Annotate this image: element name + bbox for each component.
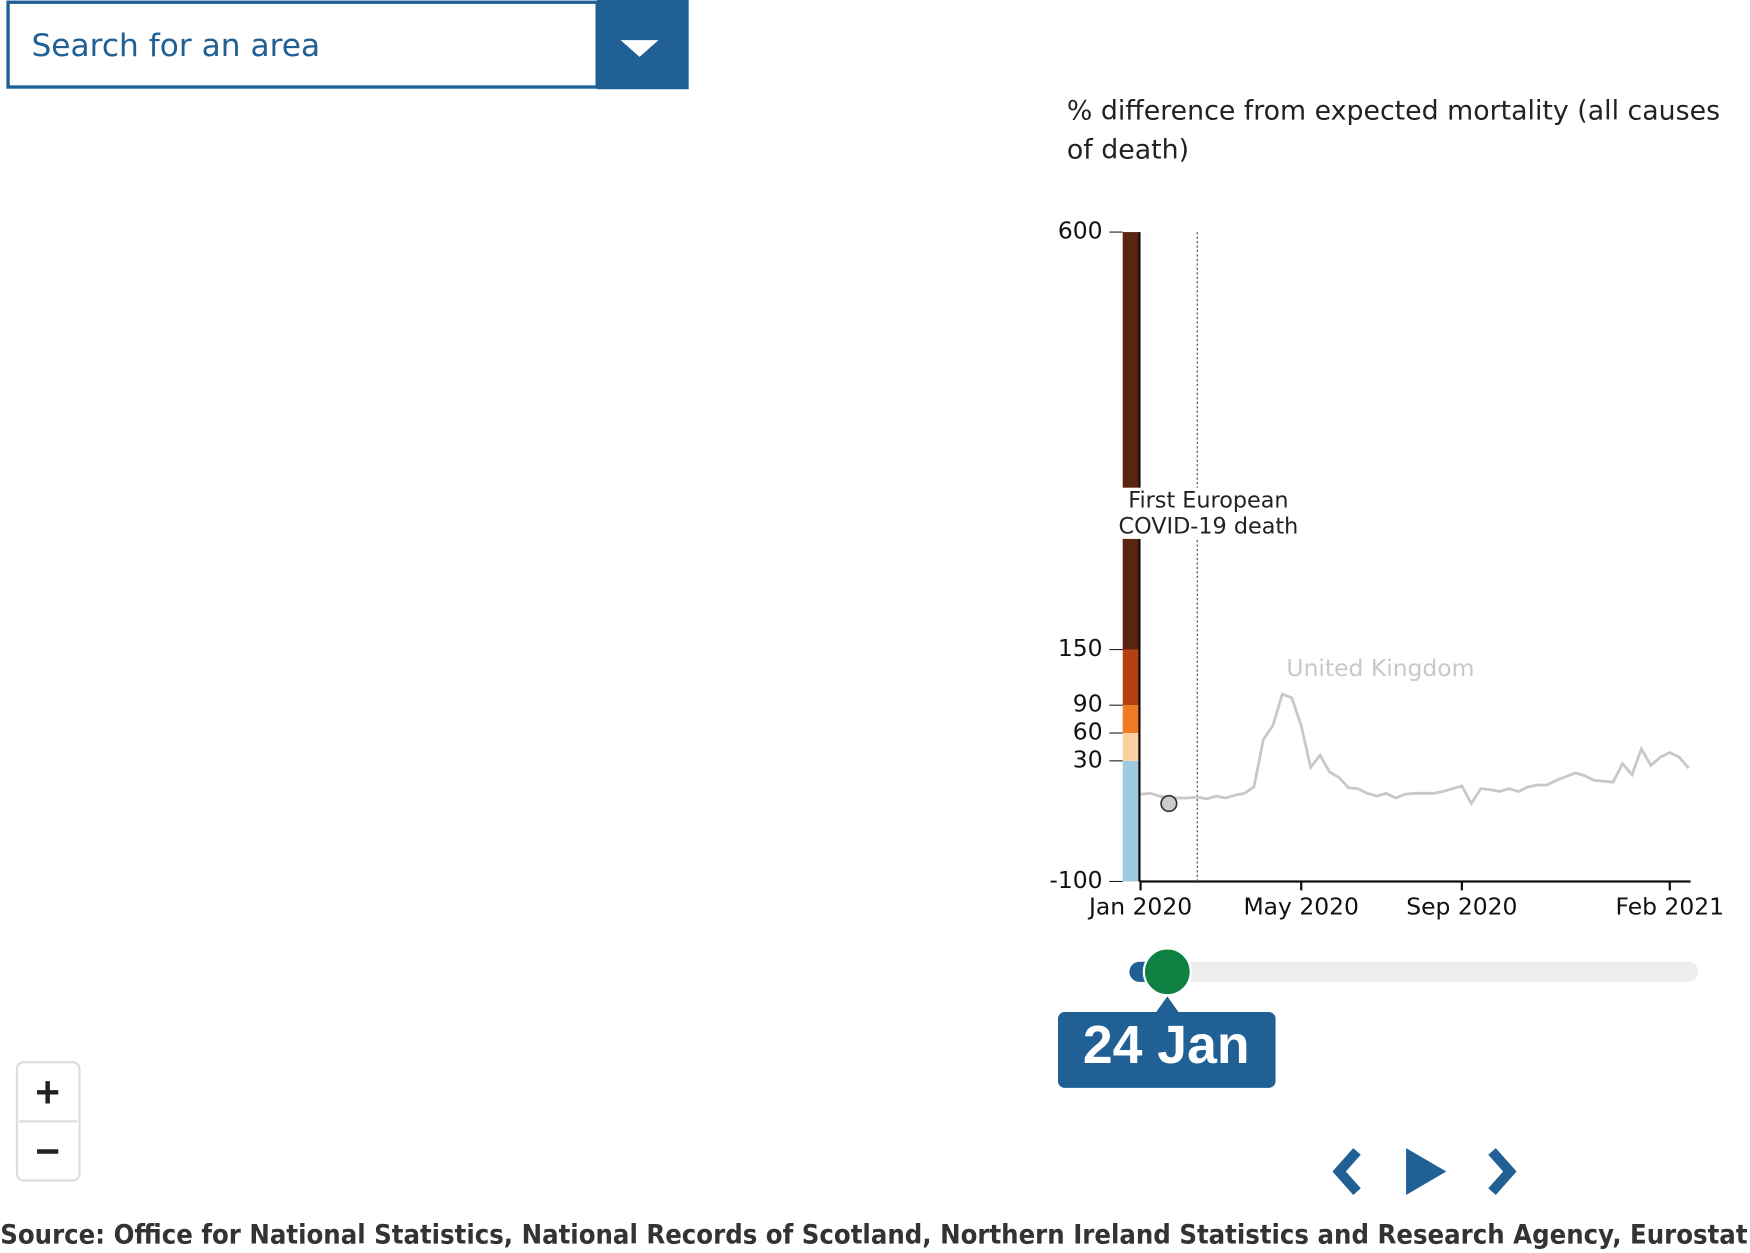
x-tick-label: Feb 2021	[1616, 893, 1725, 921]
chart-title: % difference from expected mortality (al…	[1066, 94, 1721, 166]
slider-track[interactable]	[1129, 961, 1699, 982]
y-tick-label: 90	[1073, 690, 1103, 718]
annotation-box: First European COVID-19 death	[1107, 487, 1309, 539]
title-box: % difference from expected mortality (al…	[1066, 94, 1721, 166]
slider-handle[interactable]	[1142, 947, 1192, 997]
color-band	[1122, 760, 1140, 882]
previous-button[interactable]	[1332, 1148, 1361, 1195]
x-tick-label: Sep 2020	[1406, 893, 1517, 921]
color-band	[1122, 705, 1140, 734]
dropdown-icon	[620, 40, 659, 57]
x-tick-label: May 2020	[1243, 893, 1358, 921]
y-tick-label: 30	[1073, 745, 1103, 773]
next-button[interactable]	[1488, 1148, 1517, 1195]
search-placeholder: Search for an area	[31, 28, 320, 64]
y-tick-label: 150	[1058, 634, 1103, 662]
slider-label-box	[1057, 1011, 1276, 1088]
y-tick-label: -100	[1049, 866, 1102, 894]
series-label: United Kingdom	[1286, 654, 1474, 682]
selected-marker	[1160, 794, 1178, 813]
play-button[interactable]	[1406, 1148, 1447, 1195]
slider-pointer	[1156, 996, 1179, 1012]
color-band	[1122, 733, 1140, 761]
color-band	[1122, 232, 1140, 650]
y-tick-label: 600	[1058, 217, 1103, 245]
color-band	[1122, 649, 1140, 706]
source: Source: Office for National Statistics, …	[0, 1220, 1747, 1251]
y-tick-label: 60	[1073, 718, 1103, 746]
series-line	[1140, 692, 1690, 807]
x-tick-label: Jan 2020	[1087, 893, 1192, 921]
annotation: First European COVID-19 death	[1107, 487, 1309, 539]
zoom-in[interactable]	[37, 1081, 59, 1104]
search-input[interactable]	[6, 0, 599, 89]
slider-label: 24 Jan	[1083, 1016, 1250, 1075]
